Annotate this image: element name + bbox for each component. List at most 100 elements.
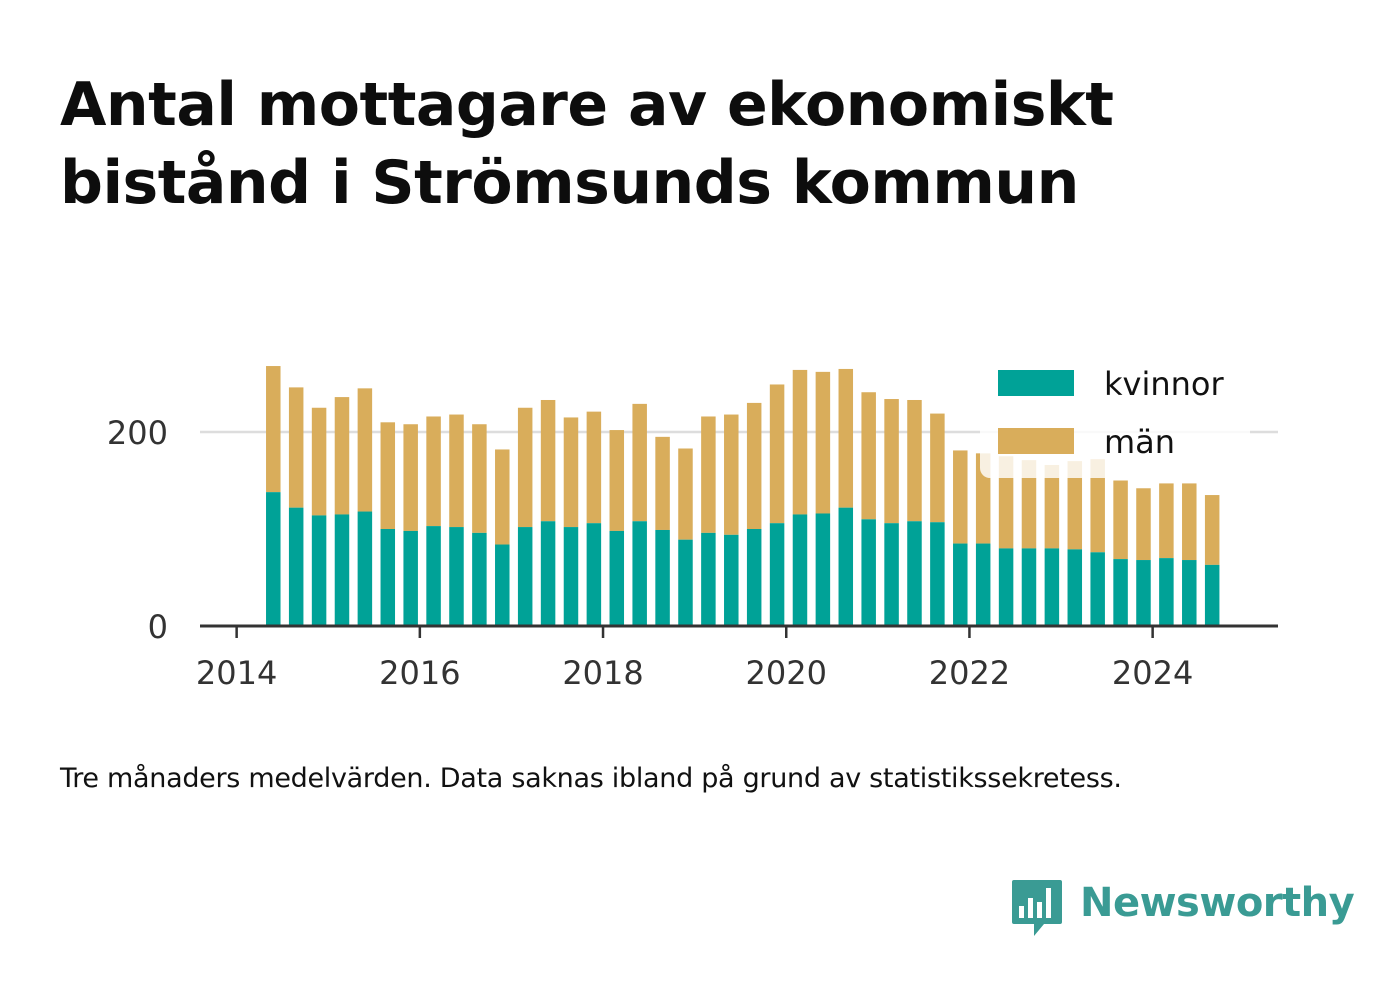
legend-swatch-0 (998, 370, 1074, 396)
bar-chart-speech-bubble-icon (1012, 880, 1062, 936)
bar-man-16 (632, 403, 647, 522)
bar-man-1 (288, 387, 304, 508)
bar-kvinnor-36 (1090, 552, 1105, 626)
bar-man-32 (998, 456, 1014, 549)
bar-kvinnor-35 (1067, 549, 1083, 626)
bar-man-40 (1182, 483, 1197, 561)
legend-label-1: män (1104, 423, 1175, 461)
bar-kvinnor-15 (609, 530, 625, 626)
bar-kvinnor-1 (288, 507, 304, 626)
bar-man-5 (380, 422, 396, 529)
bar-kvinnor-38 (1136, 560, 1151, 626)
bar-man-29 (930, 413, 945, 523)
bar-man-25 (838, 368, 854, 508)
bar-man-0 (266, 366, 281, 493)
bar-kvinnor-4 (357, 511, 373, 626)
bar-kvinnor-39 (1159, 558, 1174, 626)
y-tick-label-200: 200 (107, 414, 168, 452)
bar-kvinnor-27 (884, 523, 899, 626)
bar-kvinnor-10 (495, 544, 510, 626)
bar-kvinnor-20 (724, 534, 739, 626)
bar-kvinnor-29 (930, 522, 945, 626)
bar-man-41 (1204, 495, 1220, 565)
bar-kvinnor-25 (838, 507, 854, 626)
bar-kvinnor-41 (1204, 564, 1220, 626)
bar-man-27 (884, 399, 899, 524)
bar-man-17 (655, 436, 670, 530)
x-tick-label-2022: 2022 (929, 654, 1010, 692)
x-tick-label-2014: 2014 (196, 654, 277, 692)
bar-man-26 (861, 392, 876, 520)
bar-man-14 (586, 411, 602, 524)
bar-kvinnor-6 (403, 530, 418, 626)
bar-kvinnor-30 (953, 543, 968, 626)
bar-man-10 (495, 449, 510, 545)
bar-kvinnor-37 (1113, 559, 1128, 626)
bar-kvinnor-3 (334, 514, 350, 626)
bar-man-37 (1113, 480, 1128, 560)
bar-man-34 (1044, 464, 1060, 549)
bar-kvinnor-23 (792, 514, 808, 626)
legend: kvinnor män (980, 356, 1250, 478)
bar-man-28 (907, 399, 922, 522)
bar-kvinnor-22 (769, 523, 785, 626)
bar-man-18 (678, 448, 693, 540)
brand-logo: Newsworthy (1010, 878, 1355, 942)
bar-man-12 (540, 399, 556, 522)
bar-kvinnor-0 (266, 492, 281, 626)
x-tick-label-2018: 2018 (562, 654, 643, 692)
bar-kvinnor-19 (701, 532, 716, 626)
bar-man-36 (1090, 459, 1105, 553)
bar-kvinnor-32 (998, 548, 1014, 626)
bar-kvinnor-18 (678, 539, 693, 626)
bar-kvinnor-31 (975, 543, 991, 626)
bar-man-13 (563, 417, 579, 528)
bar-man-21 (746, 402, 762, 529)
bar-kvinnor-5 (380, 529, 396, 626)
bar-kvinnor-28 (907, 521, 922, 626)
bar-man-38 (1136, 488, 1151, 561)
bar-kvinnor-21 (746, 529, 762, 626)
chart: kvinnor män 2014 2016 2018 2020 2022 2024 0 200 (106, 356, 1278, 692)
x-tick-label-2024: 2024 (1112, 654, 1193, 692)
bar-man-20 (724, 414, 739, 535)
bar-man-23 (792, 369, 808, 515)
bar-kvinnor-33 (1021, 548, 1037, 626)
bar-kvinnor-11 (517, 527, 533, 626)
bar-kvinnor-7 (426, 526, 441, 626)
x-tick-label-2020: 2020 (746, 654, 827, 692)
bar-kvinnor-8 (449, 527, 464, 626)
bar-man-22 (769, 384, 785, 524)
bar-man-15 (609, 430, 625, 531)
bar-kvinnor-16 (632, 521, 647, 626)
bar-man-35 (1067, 461, 1083, 550)
bar-man-8 (449, 414, 464, 528)
bar-man-33 (1021, 460, 1037, 549)
bar-kvinnor-34 (1044, 548, 1060, 626)
bar-man-11 (517, 407, 533, 528)
bar-man-6 (403, 424, 418, 531)
bar-man-30 (953, 450, 968, 544)
bar-man-4 (357, 388, 373, 512)
bar-kvinnor-17 (655, 529, 670, 626)
bar-man-9 (472, 424, 487, 533)
bar-man-7 (426, 416, 441, 527)
bar-man-24 (815, 371, 831, 514)
bar-kvinnor-26 (861, 519, 876, 626)
bar-man-19 (701, 416, 716, 533)
bar-man-2 (311, 407, 327, 516)
bar-kvinnor-12 (540, 521, 556, 626)
bar-kvinnor-40 (1182, 560, 1197, 626)
bar-kvinnor-14 (586, 523, 602, 626)
footnote: Tre månaders medelvärden. Data saknas ib… (60, 763, 1122, 794)
bar-kvinnor-13 (563, 527, 579, 626)
axes: 2014 2016 2018 2020 2022 2024 0 200 (107, 414, 1278, 692)
legend-label-0: kvinnor (1104, 365, 1225, 403)
bar-man-3 (334, 397, 350, 515)
bar-kvinnor-24 (815, 513, 831, 626)
bars (266, 366, 1220, 626)
bar-kvinnor-9 (472, 532, 487, 626)
legend-swatch-1 (998, 428, 1074, 454)
y-tick-label-0: 0 (148, 608, 168, 646)
bar-man-39 (1159, 483, 1174, 559)
